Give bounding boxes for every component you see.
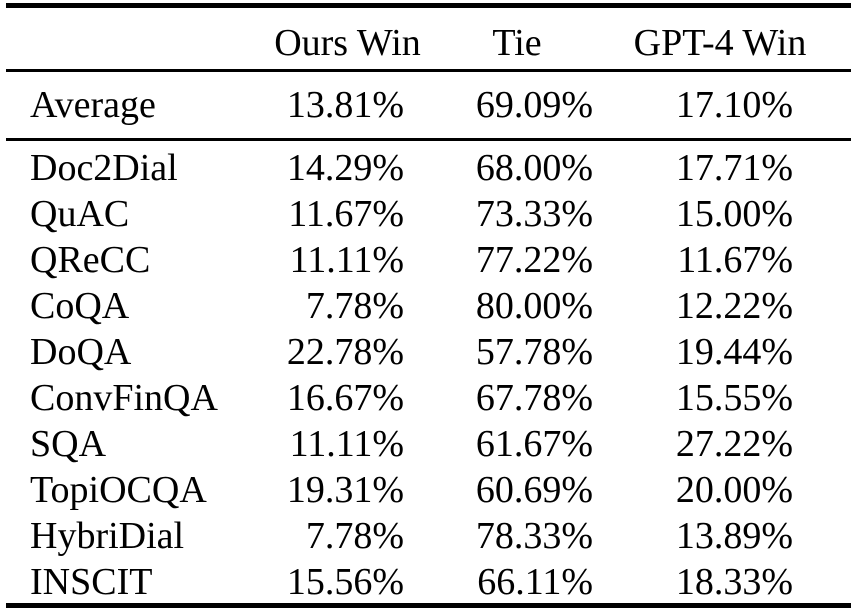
row-label: SQA xyxy=(30,423,107,465)
row-label: HybriDial xyxy=(30,515,185,557)
col-header-gpt4-win: GPT-4 Win xyxy=(633,22,807,64)
gpt4-win-value: 27.22% xyxy=(675,423,793,465)
tie-value: 61.67% xyxy=(475,423,593,465)
ours-win-value: 19.31% xyxy=(286,469,404,511)
ours-win-value: 14.29% xyxy=(286,147,404,189)
col-header-ours-win: Ours Win xyxy=(274,22,421,64)
table-header-row: Ours Win Tie GPT-4 Win xyxy=(8,8,851,69)
top-rule xyxy=(6,3,851,8)
bottom-rule xyxy=(6,603,851,608)
dataset-rows: Doc2Dial 14.29% 68.00% 17.71% QuAC 11.67… xyxy=(8,145,851,605)
gpt4-win-value: 20.00% xyxy=(675,469,793,511)
ours-win-value: 16.67% xyxy=(286,377,404,419)
ours-win-value: 11.67% xyxy=(288,193,404,235)
col-header-tie: Tie xyxy=(492,22,542,64)
ours-win-value: 7.78% xyxy=(305,515,404,557)
row-label: Doc2Dial xyxy=(30,147,178,189)
ours-win-value: 11.11% xyxy=(289,423,404,465)
tie-value: 67.78% xyxy=(475,377,593,419)
gpt4-win-value: 18.33% xyxy=(675,561,793,603)
gpt4-win-value: 19.44% xyxy=(675,331,793,373)
ours-win-value: 7.78% xyxy=(305,285,404,327)
tie-value: 80.00% xyxy=(475,285,593,327)
tie-value: 77.22% xyxy=(475,239,593,281)
row-label: QuAC xyxy=(30,193,130,235)
tie-value: 66.11% xyxy=(477,561,593,603)
row-label: DoQA xyxy=(30,331,132,373)
tie-value: 78.33% xyxy=(475,515,593,557)
gpt4-win-value: 17.10% xyxy=(675,84,793,126)
gpt4-win-value: 15.55% xyxy=(675,377,793,419)
tie-value: 60.69% xyxy=(475,469,593,511)
tie-value: 69.09% xyxy=(475,84,593,126)
gpt4-win-value: 13.89% xyxy=(675,515,793,557)
ours-win-value: 22.78% xyxy=(286,331,404,373)
row-label: QReCC xyxy=(30,239,151,281)
ours-win-value: 11.11% xyxy=(289,239,404,281)
tie-value: 57.78% xyxy=(475,331,593,373)
gpt4-win-value: 12.22% xyxy=(675,285,793,327)
ours-win-value: 15.56% xyxy=(286,561,404,603)
average-row: Average 13.81% 69.09% 17.10% xyxy=(8,72,851,138)
ours-win-value: 13.81% xyxy=(286,84,404,126)
gpt4-win-value: 11.67% xyxy=(677,239,793,281)
tie-value: 68.00% xyxy=(475,147,593,189)
row-label: CoQA xyxy=(30,285,130,327)
row-label: INSCIT xyxy=(30,561,153,603)
row-label: ConvFinQA xyxy=(30,377,218,419)
row-label: TopiOCQA xyxy=(30,469,207,511)
average-rule xyxy=(6,138,851,141)
header-rule xyxy=(6,69,851,72)
row-label: Average xyxy=(30,84,156,126)
tie-value: 73.33% xyxy=(475,193,593,235)
gpt4-win-value: 15.00% xyxy=(675,193,793,235)
gpt4-win-value: 17.71% xyxy=(675,147,793,189)
